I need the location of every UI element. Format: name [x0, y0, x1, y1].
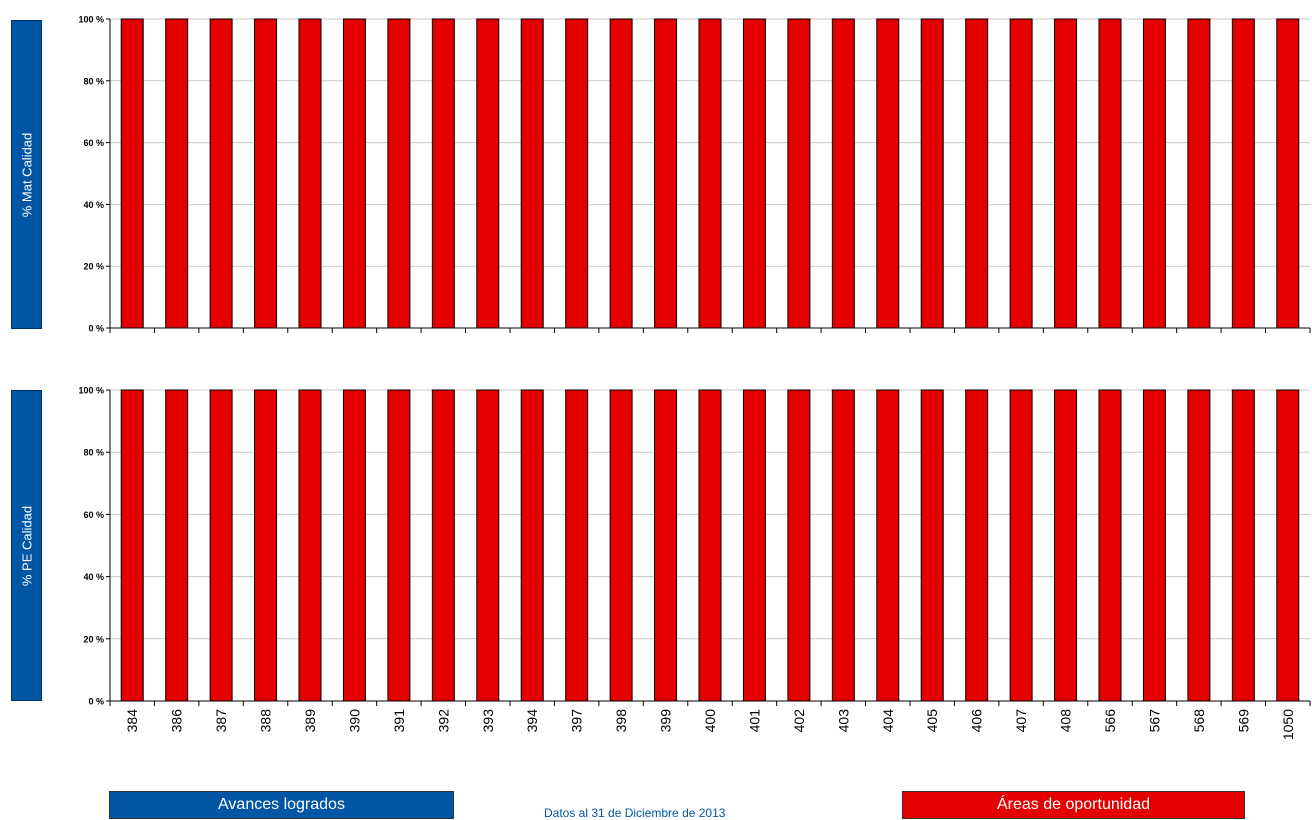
y-tick-label: 40 % [83, 572, 104, 582]
bar [342, 389, 366, 702]
bar [698, 18, 722, 329]
bar [920, 389, 944, 702]
bar [1098, 389, 1122, 702]
bar [1231, 18, 1255, 329]
bar [120, 18, 144, 329]
x-tick-label: 567 [1146, 709, 1162, 733]
x-tick-label: 388 [258, 709, 274, 733]
y-tick-label: 20 % [83, 262, 104, 272]
bar [609, 18, 633, 329]
bar [742, 389, 766, 702]
x-tick-label: 406 [969, 709, 985, 733]
x-tick-label: 405 [924, 709, 940, 733]
bar [787, 18, 811, 329]
bar [1276, 389, 1300, 702]
y-axis-label-mat-calidad: % Mat Calidad [11, 20, 42, 329]
x-tick-label: 394 [524, 709, 540, 733]
y-tick-label: 60 % [83, 138, 104, 148]
bar [254, 389, 278, 702]
bar [1142, 18, 1166, 329]
bar [1054, 389, 1078, 702]
y-tick-label: 60 % [83, 510, 104, 520]
data-date-note: Datos al 31 de Diciembre de 2013 [544, 806, 726, 820]
bar [254, 18, 278, 329]
bar [431, 389, 455, 702]
y-tick-label: 20 % [83, 634, 104, 644]
bar [1187, 18, 1211, 329]
x-tick-label: 566 [1102, 709, 1118, 733]
bar [565, 389, 589, 702]
y-tick-label: 100 % [78, 15, 104, 25]
bar [1276, 18, 1300, 329]
bar [1098, 18, 1122, 329]
bar [1054, 18, 1078, 329]
bar [476, 18, 500, 329]
bar [920, 18, 944, 329]
y-tick-label: 40 % [83, 200, 104, 210]
y-tick-label: 80 % [83, 76, 104, 86]
y-tick-label: 100 % [78, 386, 104, 396]
bar [1009, 389, 1033, 702]
bar [876, 389, 900, 702]
x-tick-label: 387 [213, 709, 229, 733]
y-axis-label-pe-calidad: % PE Calidad [11, 390, 42, 701]
bar [209, 18, 233, 329]
x-tick-label: 397 [569, 709, 585, 733]
x-tick-label: 393 [480, 709, 496, 733]
bar [165, 18, 189, 329]
bar [165, 389, 189, 702]
bar [342, 18, 366, 329]
x-tick-label: 407 [1013, 709, 1029, 733]
x-tick-label: 402 [791, 709, 807, 733]
x-tick-label: 389 [302, 709, 318, 733]
bar [1009, 18, 1033, 329]
bar [965, 18, 989, 329]
bar [476, 389, 500, 702]
bar [654, 389, 678, 702]
y-tick-label: 0 % [88, 697, 104, 707]
bar [831, 389, 855, 702]
bar [520, 18, 544, 329]
bar [298, 18, 322, 329]
bar [698, 389, 722, 702]
bar [876, 18, 900, 329]
bar [387, 389, 411, 702]
x-tick-label: 403 [835, 709, 851, 733]
bar [742, 18, 766, 329]
bar [654, 18, 678, 329]
x-tick-label: 386 [169, 709, 185, 733]
bar [787, 389, 811, 702]
bar [298, 389, 322, 702]
legend-achieved: Avances logrados [109, 791, 454, 819]
charts-canvas: 0 % 20 % 40 % 60 % 80 % 100 % 0 % 20 % 40 % 60 % 8… [78, 15, 1311, 740]
bar [565, 18, 589, 329]
x-tick-label: 408 [1058, 709, 1074, 733]
x-tick-label: 401 [746, 709, 762, 733]
bar [1142, 389, 1166, 702]
x-tick-label: 399 [658, 709, 674, 733]
x-tick-label: 390 [346, 709, 362, 733]
bar [209, 389, 233, 702]
x-tick-label: 392 [435, 709, 451, 733]
x-tick-label: 404 [880, 709, 896, 733]
x-tick-label: 1050 [1280, 709, 1296, 740]
legend-opportunity: Áreas de oportunidad [902, 791, 1245, 819]
x-tick-label: 398 [613, 709, 629, 733]
y-tick-label: 80 % [83, 448, 104, 458]
bar [520, 389, 544, 702]
bar [609, 389, 633, 702]
y-tick-label: 0 % [88, 324, 104, 334]
bar [387, 18, 411, 329]
x-tick-label: 569 [1235, 709, 1251, 733]
x-tick-label: 391 [391, 709, 407, 733]
bar [831, 18, 855, 329]
bar [120, 389, 144, 702]
bar [1187, 389, 1211, 702]
x-tick-label: 568 [1191, 709, 1207, 733]
x-tick-label: 400 [702, 709, 718, 733]
x-tick-label: 384 [124, 709, 140, 733]
bar [965, 389, 989, 702]
bar [1231, 389, 1255, 702]
bar [431, 18, 455, 329]
